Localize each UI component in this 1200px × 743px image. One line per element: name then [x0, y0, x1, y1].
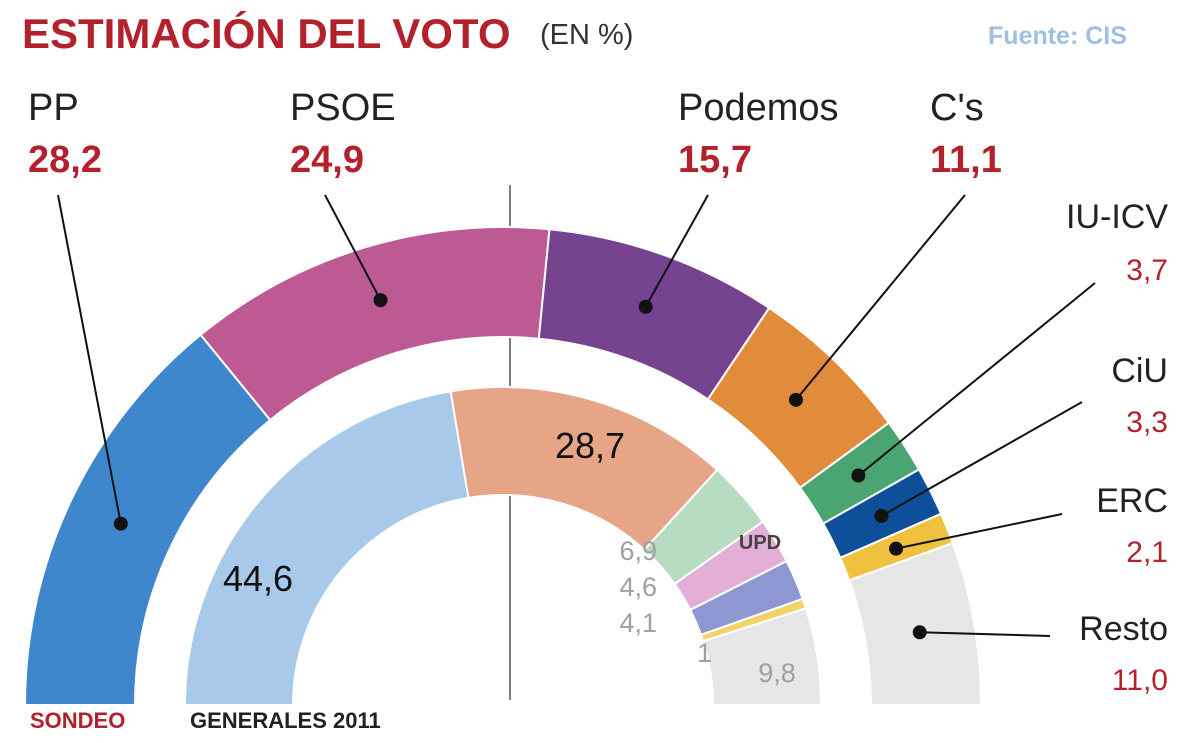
sondeo-c-s-marker-dot — [788, 392, 803, 407]
sondeo-c-s-value: 11,1 — [930, 139, 1002, 181]
sondeo-podemos-name: Podemos — [678, 87, 839, 129]
chart-title: ESTIMACIÓN DEL VOTO — [22, 9, 511, 57]
sondeo-resto-leader-line — [919, 631, 1051, 637]
sondeo-erc-leader-line — [895, 513, 1063, 550]
sondeo-resto-marker-dot — [912, 625, 927, 640]
sondeo-iu-icv-leader-line — [857, 282, 1096, 477]
chart-unit: (EN %) — [540, 19, 633, 51]
sondeo-resto-value: 11,0 — [1112, 664, 1168, 697]
generales-slice-3-value: 6,9 — [619, 536, 657, 566]
sondeo-ciu-value: 3,3 — [1126, 406, 1168, 439]
sondeo-c-s-leader-line — [795, 194, 966, 401]
sondeo-psoe-marker-dot — [373, 293, 388, 308]
sondeo-ciu-marker-dot — [874, 508, 889, 523]
party-labels: PP 28,2 PSOE 24,9 Podemos 15,7 C's 11,1 IU-ICV 3,… — [28, 87, 1168, 697]
sondeo-erc-value: 2,1 — [1126, 536, 1168, 569]
sondeo-iu-icv-value: 3,7 — [1126, 254, 1168, 287]
sondeo-erc-marker-dot — [889, 541, 904, 556]
generales-slice-upd-name: UPD — [739, 532, 781, 554]
generales-2011-ring — [183, 386, 823, 706]
sondeo-ring-label: SONDEO — [30, 708, 125, 733]
sondeo-pp-value: 28,2 — [28, 139, 102, 181]
sondeo-ciu-name: CiU — [1111, 352, 1168, 390]
sondeo-pp-marker-dot — [113, 516, 128, 531]
sondeo-iu-icv-marker-dot — [851, 468, 866, 483]
sondeo-ciu-leader-line — [880, 401, 1083, 517]
sondeo-psoe-leader-line — [324, 194, 382, 301]
sondeo-podemos-value: 15,7 — [678, 139, 752, 181]
sondeo-psoe-name: PSOE — [290, 87, 396, 129]
label-leader-lines — [57, 194, 1096, 640]
generales-slice-6-value: 1 — [697, 638, 712, 668]
sondeo-erc-name: ERC — [1096, 482, 1168, 520]
generales-slice-7 — [701, 607, 823, 706]
source-credit: Fuente: CIS — [988, 22, 1127, 50]
sondeo-c-s-name: C's — [930, 87, 984, 129]
generales-slice-5-value: 4,1 — [619, 608, 657, 638]
generales-slice-1-value: 44,6 — [223, 558, 293, 599]
generales-slice-2-value: 28,7 — [555, 425, 625, 466]
sondeo-iu-icv-name: IU-ICV — [1066, 198, 1168, 236]
sondeo-psoe-value: 24,9 — [290, 139, 364, 181]
generales-slice-4-value: 4,6 — [619, 572, 657, 602]
sondeo-pp-name: PP — [28, 87, 79, 129]
sondeo-slice-resto — [847, 541, 983, 706]
sondeo-resto-name: Resto — [1079, 610, 1168, 648]
generales-slice-1 — [183, 390, 470, 706]
generales-ring-label: GENERALES 2011 — [190, 708, 381, 733]
sondeo-podemos-marker-dot — [638, 299, 653, 314]
sondeo-pp-leader-line — [57, 194, 122, 524]
generales-slice-7-value: 9,8 — [758, 658, 796, 688]
sondeo-podemos-leader-line — [644, 194, 709, 308]
